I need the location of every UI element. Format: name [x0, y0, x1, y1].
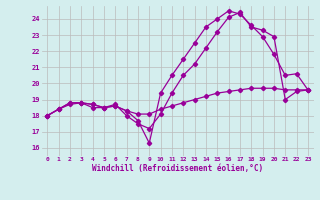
X-axis label: Windchill (Refroidissement éolien,°C): Windchill (Refroidissement éolien,°C) — [92, 164, 263, 173]
